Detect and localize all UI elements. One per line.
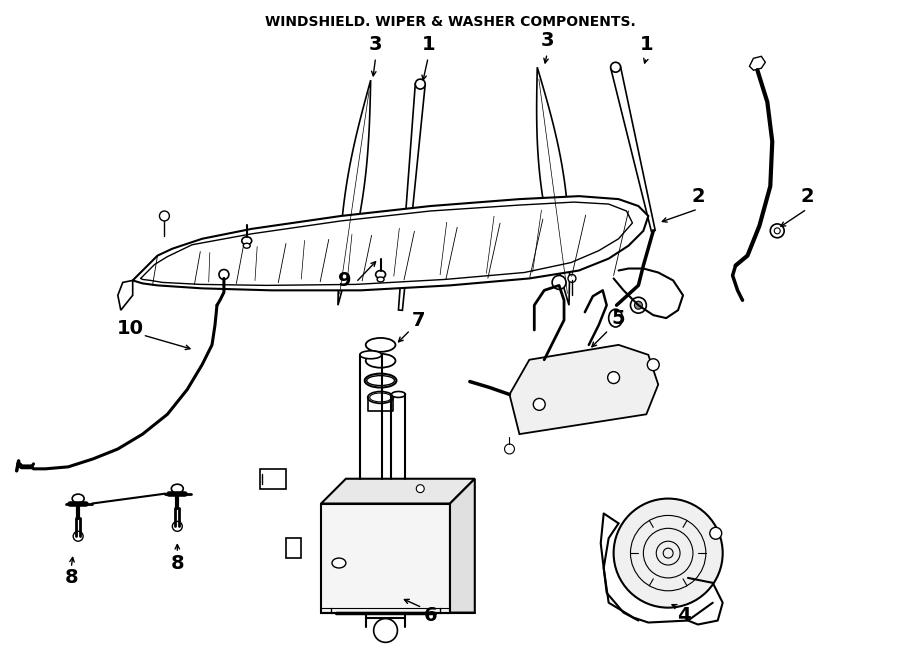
- Ellipse shape: [392, 391, 405, 397]
- Text: 1: 1: [640, 35, 653, 54]
- Polygon shape: [509, 345, 658, 434]
- Text: 2: 2: [800, 186, 814, 206]
- Text: 6: 6: [423, 606, 437, 625]
- Circle shape: [173, 522, 183, 531]
- Polygon shape: [118, 280, 132, 310]
- Circle shape: [647, 359, 659, 371]
- Text: 8: 8: [170, 553, 184, 572]
- Circle shape: [634, 301, 643, 309]
- Circle shape: [159, 211, 169, 221]
- Text: WINDSHIELD. WIPER & WASHER COMPONENTS.: WINDSHIELD. WIPER & WASHER COMPONENTS.: [265, 15, 635, 28]
- Circle shape: [608, 371, 619, 383]
- Polygon shape: [536, 67, 570, 305]
- Text: 5: 5: [612, 309, 625, 328]
- Circle shape: [610, 62, 621, 72]
- Circle shape: [568, 274, 576, 282]
- Polygon shape: [286, 538, 302, 558]
- Ellipse shape: [242, 237, 252, 245]
- Ellipse shape: [360, 351, 382, 359]
- Ellipse shape: [375, 270, 385, 278]
- Circle shape: [710, 527, 722, 539]
- Text: 9: 9: [338, 271, 352, 290]
- Ellipse shape: [377, 277, 384, 282]
- Ellipse shape: [608, 309, 623, 327]
- Ellipse shape: [72, 494, 84, 503]
- Text: 2: 2: [691, 186, 705, 206]
- Circle shape: [73, 531, 83, 541]
- Polygon shape: [321, 504, 450, 613]
- Text: 3: 3: [369, 35, 382, 54]
- Circle shape: [552, 276, 566, 290]
- Circle shape: [417, 485, 424, 492]
- Text: 1: 1: [421, 35, 435, 54]
- Text: 7: 7: [411, 311, 425, 330]
- Polygon shape: [750, 56, 765, 70]
- Circle shape: [631, 297, 646, 313]
- Text: 10: 10: [117, 319, 144, 338]
- Circle shape: [374, 619, 398, 642]
- Circle shape: [614, 498, 723, 607]
- Polygon shape: [338, 80, 371, 305]
- Polygon shape: [399, 84, 425, 311]
- Ellipse shape: [171, 485, 184, 493]
- Polygon shape: [611, 66, 655, 231]
- Text: 4: 4: [677, 606, 691, 625]
- Ellipse shape: [332, 558, 346, 568]
- Polygon shape: [259, 469, 286, 488]
- Polygon shape: [321, 479, 475, 504]
- Circle shape: [770, 224, 784, 238]
- Text: 8: 8: [65, 568, 78, 588]
- Circle shape: [534, 399, 545, 410]
- Circle shape: [219, 270, 229, 280]
- Polygon shape: [132, 196, 648, 290]
- Circle shape: [415, 79, 425, 89]
- Text: 3: 3: [540, 31, 554, 50]
- Ellipse shape: [243, 243, 250, 248]
- Polygon shape: [450, 479, 475, 613]
